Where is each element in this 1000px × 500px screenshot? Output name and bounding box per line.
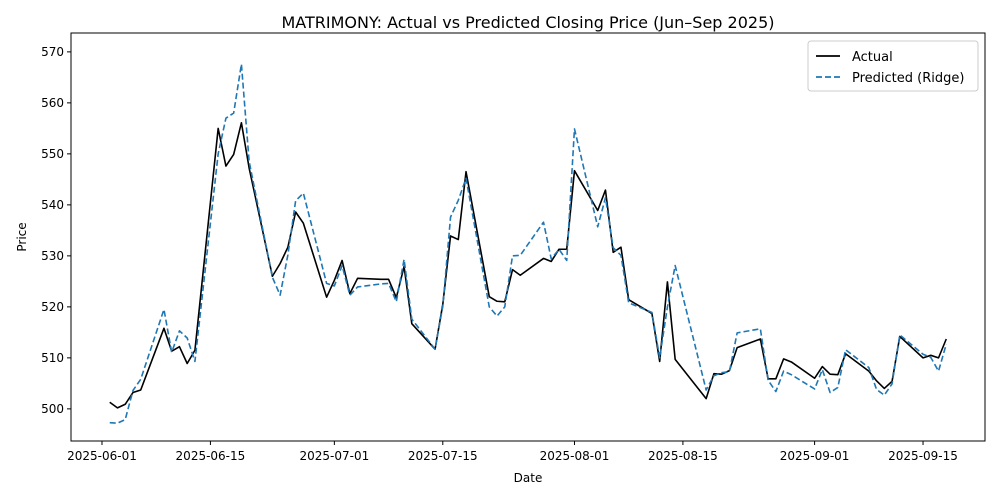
y-tick-label: 500 [41,402,64,416]
y-tick-label: 530 [41,249,64,263]
x-tick-label: 2025-06-15 [176,449,246,463]
x-tick-label: 2025-09-01 [780,449,850,463]
legend-frame [807,40,979,92]
x-tick-label: 2025-08-01 [540,449,610,463]
y-tick-label: 550 [41,147,64,161]
legend-label-predicted: Predicted (Ridge) [852,71,964,86]
x-tick-label: 2025-07-15 [408,449,478,463]
y-tick-label: 510 [41,351,64,365]
y-axis-title: Price [15,222,29,251]
x-tick-label: 2025-08-15 [648,449,718,463]
y-tick-label: 570 [41,45,64,59]
plot-area [109,63,948,424]
y-axis: 500 510 520 530 540 550 560 570 [41,45,71,416]
y-tick-label: 560 [41,96,64,110]
x-axis-title: Date [514,471,543,485]
series-line-predicted [109,63,948,424]
series-line-actual [109,121,948,409]
legend-label-actual: Actual [852,50,893,65]
x-tick-label: 2025-09-15 [888,449,958,463]
chart-title: MATRIMONY: Actual vs Predicted Closing P… [281,13,774,32]
legend: Actual Predicted (Ridge) [807,40,979,92]
x-axis: 2025-06-01 2025-06-15 2025-07-01 2025-07-15… [67,441,958,463]
y-tick-label: 520 [41,300,64,314]
y-tick-label: 540 [41,198,64,212]
plot-frame [70,32,986,442]
x-tick-label: 2025-06-01 [67,449,137,463]
x-tick-label: 2025-07-01 [299,449,369,463]
